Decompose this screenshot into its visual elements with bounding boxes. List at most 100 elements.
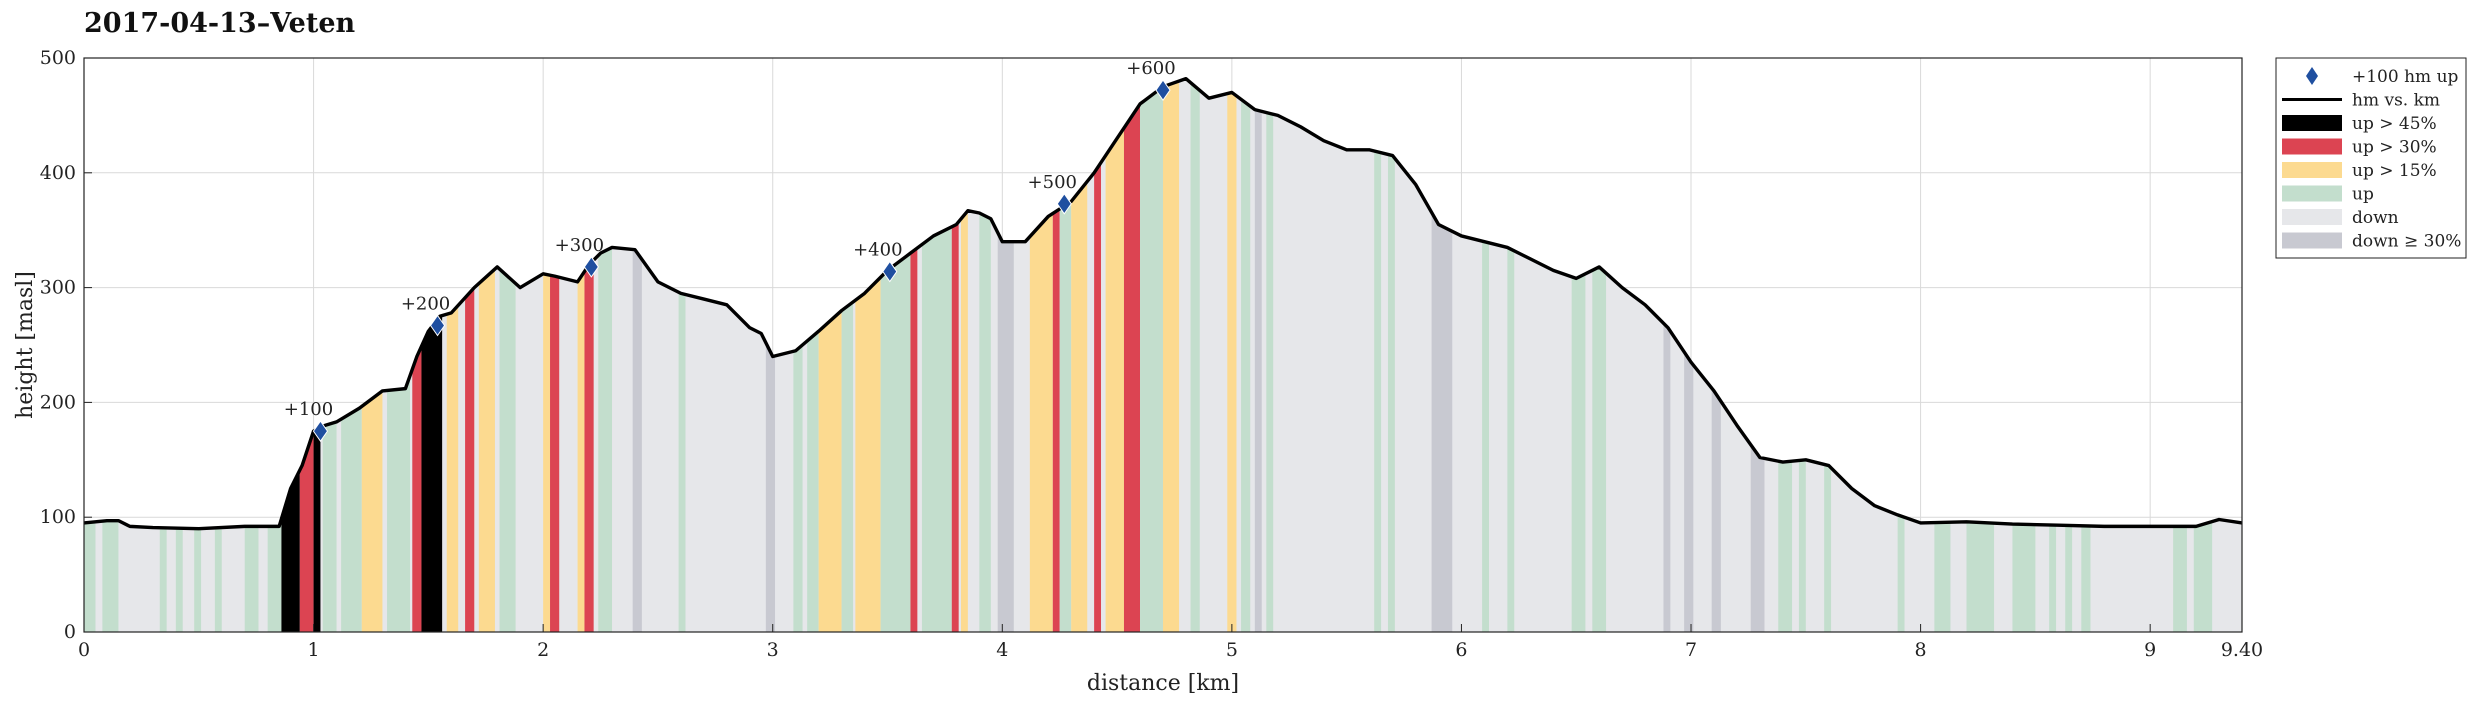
slope-segment-up: [214, 527, 222, 632]
legend-label-down30: down ≥ 30%: [2352, 232, 2461, 252]
slope-segment-down30: [1684, 351, 1694, 632]
legend-label-marker: +100 hm up: [2352, 67, 2459, 87]
slope-segment-up: [2193, 521, 2213, 632]
y-tick-label: 0: [64, 621, 76, 643]
y-tick-label: 200: [40, 391, 76, 413]
slope-segment-up: [2081, 525, 2091, 632]
slope-segment-up: [159, 527, 167, 632]
x-tick-label: 5: [1226, 639, 1238, 661]
y-tick-label: 100: [40, 506, 76, 528]
slope-segment-up15: [1163, 81, 1180, 632]
slope-segment-up: [102, 520, 119, 632]
slope-segment-up: [1592, 266, 1607, 632]
marker-label: +200: [401, 293, 450, 314]
slope-segment-up: [1387, 154, 1395, 632]
slope-segment-up: [1140, 86, 1163, 632]
slope-segment-up: [1897, 514, 1905, 632]
slope-segment-up30: [1052, 208, 1060, 632]
markers: +100 +200 +300 +400 +500 +600: [284, 58, 1176, 442]
slope-segment-up: [499, 269, 516, 632]
axes: 0 1 2 3 4 5 6 7 8 9 9.40 0 100 200 300 400 500: [40, 47, 2263, 661]
legend-swatch-up: [2282, 185, 2342, 202]
legend-swatch-up15: [2282, 162, 2342, 178]
slope-segment-up: [2049, 525, 2057, 632]
x-tick-label: 3: [767, 639, 779, 661]
slope-segment-up: [2012, 524, 2036, 632]
y-tick-label: 500: [40, 47, 76, 69]
x-tick-label: 9.40: [2221, 639, 2263, 661]
slope-segment-up15: [478, 269, 495, 632]
plot-frame: [83, 57, 2243, 633]
slope-segment-up: [267, 518, 282, 632]
slope-segment-up: [244, 526, 259, 632]
slope-segment-up15: [855, 277, 881, 632]
legend-swatch-up30: [2282, 138, 2342, 155]
slope-segment-up: [84, 521, 96, 632]
x-tick-label: 2: [537, 639, 549, 661]
slope-segment-up15: [1227, 92, 1237, 632]
slope-segment-up15: [543, 273, 551, 632]
slope-segment-up30: [1123, 103, 1141, 632]
slope-segment-up: [1482, 241, 1489, 632]
slope-segment-up30: [910, 247, 918, 632]
slope-segment-down30: [997, 232, 1014, 632]
slope-segment-up: [1190, 82, 1200, 632]
y-tick-label: 300: [40, 277, 76, 299]
legend: +100 hm up hm vs. km up > 45% up > 30% up > …: [2275, 57, 2467, 259]
marker-label: +100: [284, 399, 333, 420]
slope-segment-down30: [1750, 444, 1765, 632]
chart-title: 2017-04-13–Veten: [84, 8, 356, 39]
slope-segment-up30: [1094, 162, 1102, 632]
slope-segment-up15: [960, 210, 968, 632]
legend-label-down: down: [2352, 208, 2399, 228]
slope-segment-up45: [281, 470, 300, 632]
slope-segment-up: [841, 301, 854, 632]
x-tick-label: 8: [1915, 639, 1927, 661]
slope-segment-down30: [1663, 323, 1671, 632]
y-axis-label: height [masl]: [13, 271, 38, 419]
slope-segment-up15: [818, 310, 842, 632]
x-tick-label: 4: [996, 639, 1008, 661]
slope-segment-up: [2173, 526, 2187, 632]
marker-diamond: [312, 420, 329, 442]
slope-segment-up15: [577, 271, 585, 632]
slope-segment-up: [1266, 112, 1274, 632]
slope-segment-up: [921, 226, 952, 632]
marker-diamond: [429, 314, 446, 337]
slope-segment-up30: [299, 431, 314, 632]
x-tick-label: 7: [1685, 639, 1697, 661]
x-tick-label: 9: [2144, 639, 2156, 661]
slope-segment-up15: [361, 390, 383, 632]
slope-segments: [84, 81, 2213, 632]
slope-segment-up: [175, 528, 183, 632]
profile-line: [83, 76, 2243, 531]
y-tick-label: 400: [40, 162, 76, 184]
slope-segment-up45: [421, 315, 443, 632]
legend-swatch-marker: [2306, 67, 2318, 85]
profile-line-group: [83, 76, 2243, 531]
slope-segment-up: [1571, 273, 1586, 632]
x-axis-label: distance [km]: [1087, 671, 1239, 696]
slope-segment-up: [1798, 459, 1806, 632]
slope-segment-up15: [1071, 181, 1088, 632]
slope-segment-up: [1778, 461, 1793, 632]
legend-swatch-up45: [2282, 115, 2342, 131]
slope-segment-up: [1059, 201, 1072, 632]
slope-segment-up: [1966, 521, 1995, 632]
legend-label-up15: up > 15%: [2352, 161, 2437, 181]
slope-segment-up30: [951, 221, 959, 632]
slope-segment-up: [793, 344, 803, 632]
legend-label-line: hm vs. km: [2352, 91, 2440, 111]
marker-label: +500: [1028, 172, 1077, 193]
slope-segment-up: [1241, 99, 1251, 632]
legend-swatch-down30: [2282, 232, 2342, 249]
slope-segment-up15: [1105, 128, 1124, 632]
slope-segment-up15: [1029, 213, 1053, 632]
slope-segment-up30: [584, 260, 594, 632]
marker-label: +300: [555, 235, 604, 256]
slope-segment-up: [2065, 525, 2073, 632]
x-tick-label: 0: [78, 639, 90, 661]
slope-segment-down30: [632, 249, 642, 632]
legend-label-up30: up > 30%: [2352, 138, 2437, 158]
